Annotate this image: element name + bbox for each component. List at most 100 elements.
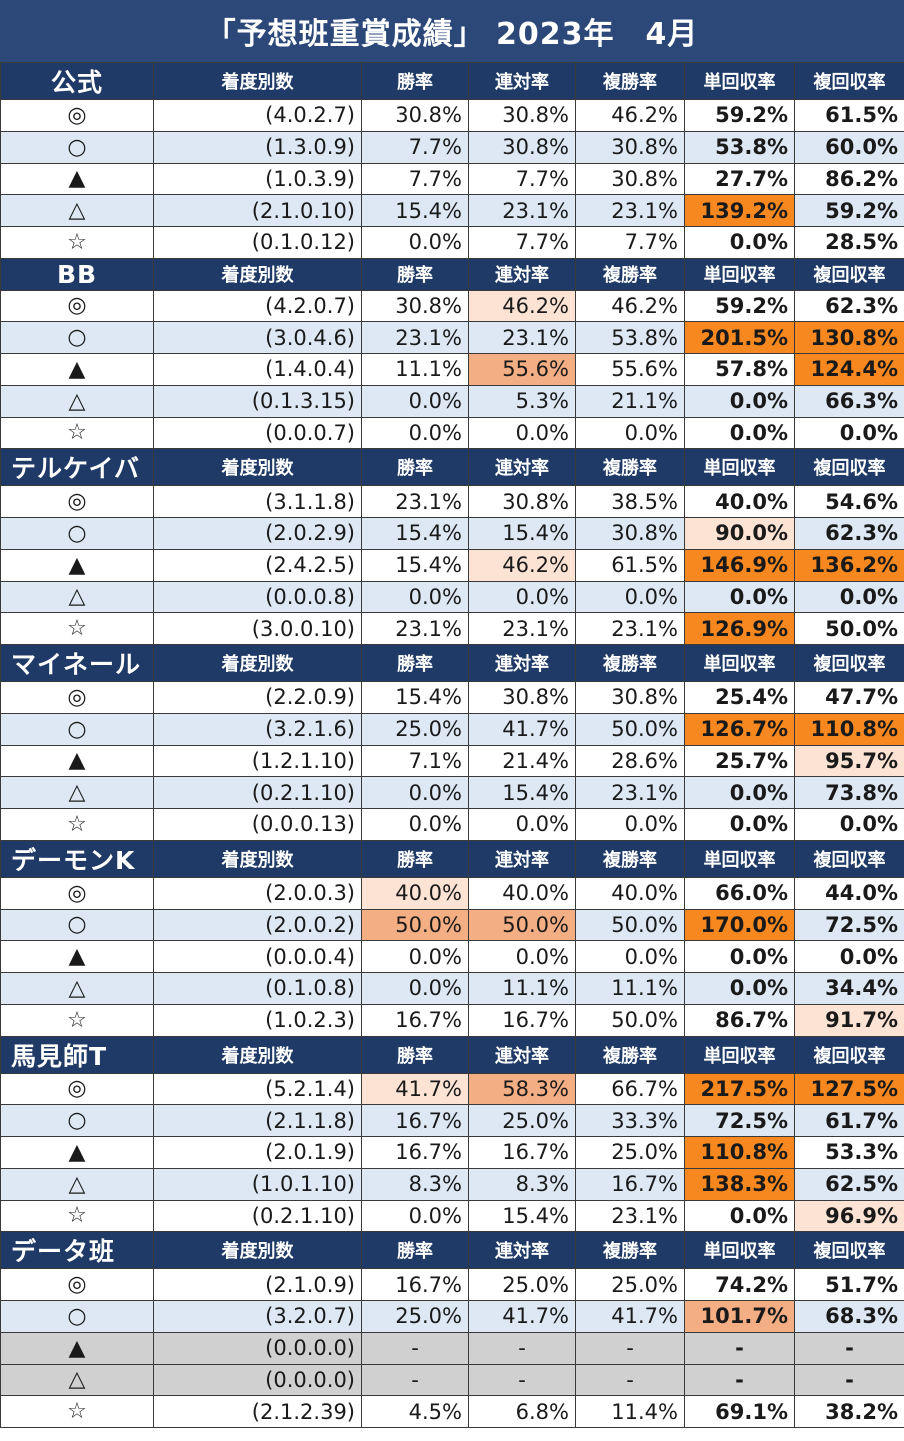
table-row: ▲ (0.0.0.4) 0.0% 0.0% 0.0% 0.0% 0.0% xyxy=(0,940,904,973)
place-return-cell: 59.2% xyxy=(794,194,904,227)
column-header: 連対率 xyxy=(468,62,576,100)
group-name: マイネール xyxy=(0,644,154,682)
place3-cell: 50.0% xyxy=(575,1003,685,1037)
prediction-mark: ☆ xyxy=(0,226,154,259)
prediction-mark: ▲ xyxy=(0,162,154,196)
finish-counts: (1.0.2.3) xyxy=(153,1003,362,1037)
prediction-mark: ◎ xyxy=(0,99,154,132)
win-return-cell: 126.9% xyxy=(684,612,795,645)
prediction-mark: ○ xyxy=(0,321,154,354)
place2-cell: - xyxy=(468,1363,576,1397)
place3-cell: 30.8% xyxy=(575,517,685,550)
place2-cell: 16.7% xyxy=(468,1003,576,1037)
win-return-cell: 40.0% xyxy=(684,485,795,518)
finish-counts: (2.0.1.9) xyxy=(153,1136,362,1169)
prediction-mark: ▲ xyxy=(0,744,154,778)
place3-cell: 0.0% xyxy=(575,580,685,614)
place3-cell: 30.8% xyxy=(575,681,685,714)
place3-cell: 0.0% xyxy=(575,416,685,450)
finish-counts: (0.0.0.13) xyxy=(153,808,362,841)
table-row: ○ (2.0.2.9) 15.4% 15.4% 30.8% 90.0% 62.3% xyxy=(0,517,904,550)
finish-counts: (3.2.1.6) xyxy=(153,712,362,746)
column-header: 複回収率 xyxy=(794,1035,904,1074)
place-return-cell: 124.4% xyxy=(794,353,904,386)
finish-counts: (5.2.1.4) xyxy=(153,1072,362,1106)
column-header: 勝率 xyxy=(361,1035,469,1074)
column-header: 単回収率 xyxy=(684,257,795,291)
place-return-cell: 0.0% xyxy=(794,416,904,450)
win-cell: 16.7% xyxy=(361,1003,469,1037)
place2-cell: 7.7% xyxy=(468,226,576,259)
prediction-mark: ▲ xyxy=(0,1331,154,1365)
finish-counts: (3.1.1.8) xyxy=(153,485,362,518)
group-name: 馬見師T xyxy=(0,1035,154,1074)
finish-counts: (1.2.1.10) xyxy=(153,744,362,778)
place-return-cell: 0.0% xyxy=(794,940,904,973)
win-cell: 16.7% xyxy=(361,1104,469,1137)
place3-cell: 55.6% xyxy=(575,353,685,386)
group-header-row: 馬見師T 着度別数 勝率 連対率 複勝率 単回収率 複回収率 xyxy=(0,1035,904,1074)
place2-cell: 55.6% xyxy=(468,353,576,386)
place-return-cell: 47.7% xyxy=(794,681,904,714)
sheet-title: 「予想班重賞成績」 2023年 4月 xyxy=(0,0,904,62)
column-header: 勝率 xyxy=(361,257,469,291)
column-header: 着度別数 xyxy=(153,448,362,487)
win-cell: - xyxy=(361,1363,469,1397)
win-return-cell: 86.7% xyxy=(684,1003,795,1037)
table-row: ▲ (1.4.0.4) 11.1% 55.6% 55.6% 57.8% 124.4% xyxy=(0,353,904,386)
table-row: ☆ (0.1.0.12) 0.0% 7.7% 7.7% 0.0% 28.5% xyxy=(0,226,904,259)
prediction-mark: ☆ xyxy=(0,1003,154,1037)
place2-cell: 21.4% xyxy=(468,744,576,778)
table-row: △ (2.1.0.10) 15.4% 23.1% 23.1% 139.2% 59.2% xyxy=(0,194,904,227)
place2-cell: 30.8% xyxy=(468,130,576,164)
table-row: ▲ (1.0.3.9) 7.7% 7.7% 30.8% 27.7% 86.2% xyxy=(0,162,904,196)
prediction-mark: ○ xyxy=(0,908,154,942)
place3-cell: 23.1% xyxy=(575,776,685,809)
place-return-cell: 61.5% xyxy=(794,99,904,132)
table-row: △ (0.0.0.0) - - - - - xyxy=(0,1363,904,1397)
place-return-cell: 86.2% xyxy=(794,162,904,196)
place-return-cell: 62.5% xyxy=(794,1167,904,1201)
place3-cell: 46.2% xyxy=(575,99,685,132)
finish-counts: (1.0.3.9) xyxy=(153,162,362,196)
place-return-cell: 28.5% xyxy=(794,226,904,259)
table-row: ○ (3.2.0.7) 25.0% 41.7% 41.7% 101.7% 68.3% xyxy=(0,1300,904,1333)
finish-counts: (2.1.0.9) xyxy=(153,1268,362,1301)
win-return-cell: 201.5% xyxy=(684,321,795,354)
column-header: 複勝率 xyxy=(575,1231,685,1270)
win-cell: 16.7% xyxy=(361,1136,469,1169)
win-return-cell: 69.1% xyxy=(684,1395,795,1428)
prediction-mark: ☆ xyxy=(0,1395,154,1428)
place3-cell: 0.0% xyxy=(575,808,685,841)
place-return-cell: 66.3% xyxy=(794,384,904,418)
place2-cell: 23.1% xyxy=(468,612,576,645)
place-return-cell: 44.0% xyxy=(794,876,904,910)
place3-cell: 16.7% xyxy=(575,1167,685,1201)
win-cell: 15.4% xyxy=(361,194,469,227)
column-header: 勝率 xyxy=(361,839,469,878)
place2-cell: 30.8% xyxy=(468,681,576,714)
place3-cell: 25.0% xyxy=(575,1136,685,1169)
place-return-cell: 73.8% xyxy=(794,776,904,809)
win-return-cell: - xyxy=(684,1363,795,1397)
win-cell: 0.0% xyxy=(361,972,469,1005)
place2-cell: 15.4% xyxy=(468,517,576,550)
place3-cell: 23.1% xyxy=(575,612,685,645)
table-row: △ (0.0.0.8) 0.0% 0.0% 0.0% 0.0% 0.0% xyxy=(0,580,904,614)
win-cell: - xyxy=(361,1331,469,1365)
table-row: ▲ (1.2.1.10) 7.1% 21.4% 28.6% 25.7% 95.7% xyxy=(0,744,904,778)
place3-cell: 46.2% xyxy=(575,289,685,323)
table-row: △ (1.0.1.10) 8.3% 8.3% 16.7% 138.3% 62.5% xyxy=(0,1167,904,1201)
prediction-mark: ○ xyxy=(0,517,154,550)
finish-counts: (1.3.0.9) xyxy=(153,130,362,164)
group-header-row: テルケイバ 着度別数 勝率 連対率 複勝率 単回収率 複回収率 xyxy=(0,448,904,487)
prediction-mark: △ xyxy=(0,194,154,227)
prediction-mark: △ xyxy=(0,776,154,809)
column-header: 単回収率 xyxy=(684,644,795,682)
place-return-cell: 53.3% xyxy=(794,1136,904,1169)
prediction-mark: ☆ xyxy=(0,416,154,450)
table-row: ☆ (0.2.1.10) 0.0% 15.4% 23.1% 0.0% 96.9% xyxy=(0,1199,904,1233)
prediction-mark: ▲ xyxy=(0,353,154,386)
table-row: ◎ (2.1.0.9) 16.7% 25.0% 25.0% 74.2% 51.7% xyxy=(0,1268,904,1301)
win-return-cell: 59.2% xyxy=(684,289,795,323)
